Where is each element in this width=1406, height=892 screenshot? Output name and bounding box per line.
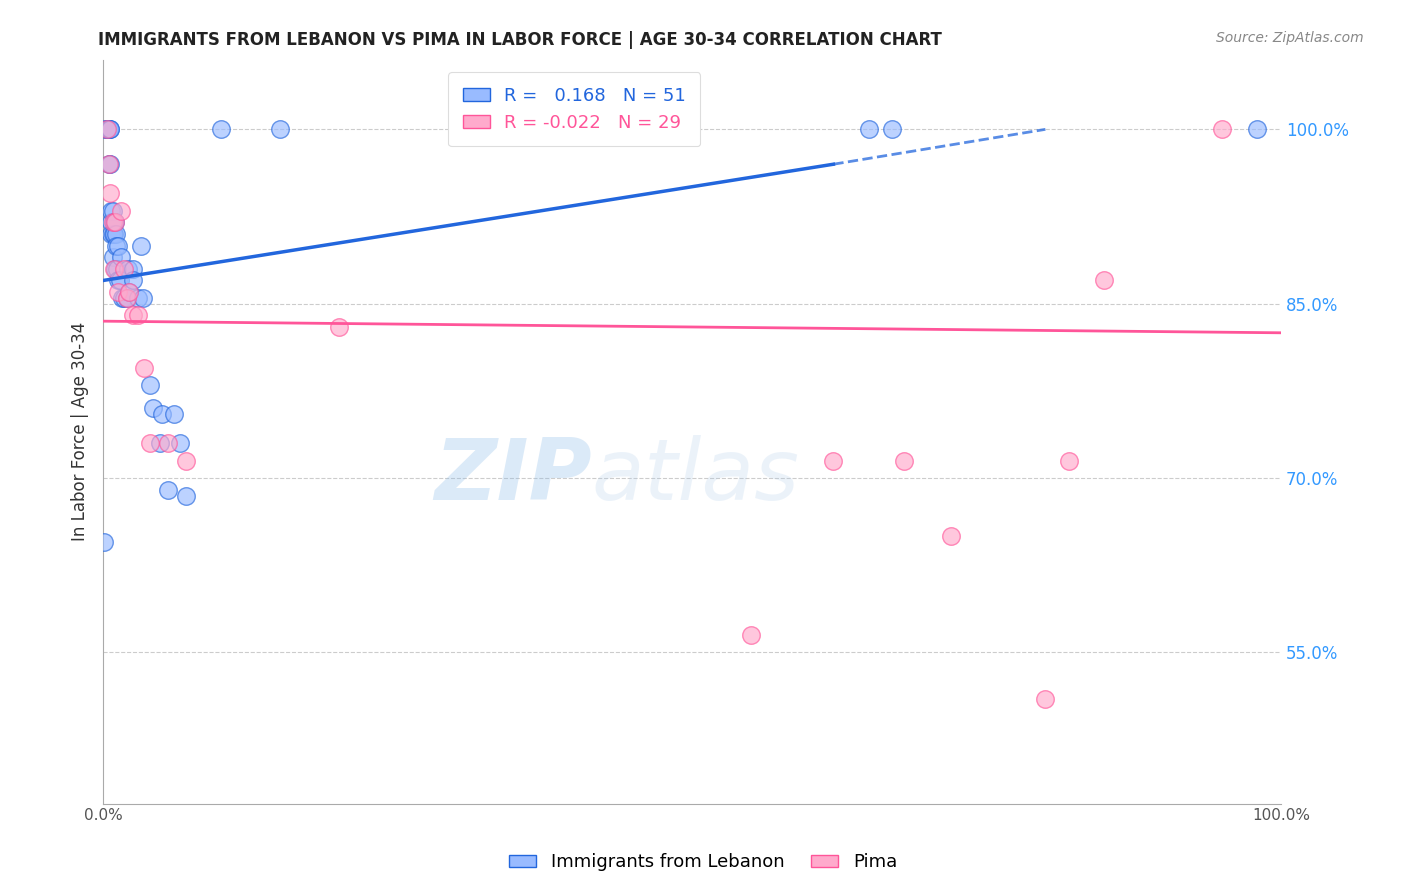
Point [163,407,186,421]
Point [98,186,121,201]
Point [111,291,134,305]
Point [104,215,127,229]
Point [1211,122,1233,136]
Point [103,227,125,241]
Point [149,436,172,450]
Point [103,261,125,276]
Point [108,273,131,287]
Point [269,122,291,136]
Point [97,122,120,136]
Point [105,227,128,241]
Point [98,122,121,136]
Point [174,453,197,467]
Point [112,261,135,276]
Point [100,203,122,218]
Point [139,378,162,392]
Point [858,122,880,136]
Point [105,261,128,276]
Point [107,285,129,299]
Point [328,320,350,334]
Point [174,489,197,503]
Point [110,250,132,264]
Point [117,261,139,276]
Point [94,122,117,136]
Point [103,215,125,229]
Point [93,535,115,549]
Point [96,122,118,136]
Point [98,122,121,136]
Point [1092,273,1115,287]
Point [150,407,173,421]
Point [134,360,156,375]
Point [209,122,232,136]
Point [110,203,132,218]
Point [98,122,121,136]
Legend: R =   0.168   N = 51, R = -0.022   N = 29: R = 0.168 N = 51, R = -0.022 N = 29 [449,72,700,146]
Point [121,273,143,287]
Point [129,238,152,252]
Point [100,215,122,229]
Point [104,215,127,229]
Point [107,273,129,287]
Point [104,261,127,276]
Point [96,122,118,136]
Point [115,291,138,305]
Point [97,122,120,136]
Point [101,227,124,241]
Point [118,285,141,299]
Point [740,628,762,642]
Point [121,261,143,276]
Point [127,291,149,305]
Legend: Immigrants from Lebanon, Pima: Immigrants from Lebanon, Pima [502,847,904,879]
Point [115,291,138,305]
Text: ZIP: ZIP [434,434,592,517]
Point [98,157,121,171]
Point [169,436,191,450]
Text: atlas: atlas [592,434,800,517]
Point [142,401,165,416]
Y-axis label: In Labor Force | Age 30-34: In Labor Force | Age 30-34 [72,322,89,541]
Point [882,122,904,136]
Point [823,453,845,467]
Point [101,215,124,229]
Point [121,309,143,323]
Point [1057,453,1080,467]
Point [100,227,122,241]
Point [1035,692,1057,706]
Point [98,157,121,171]
Text: Source: ZipAtlas.com: Source: ZipAtlas.com [1216,31,1364,45]
Point [98,157,121,171]
Point [1246,122,1268,136]
Point [105,238,128,252]
Point [112,291,135,305]
Point [107,238,129,252]
Point [941,529,963,543]
Point [127,309,149,323]
Point [156,436,179,450]
Point [96,122,118,136]
Point [139,436,162,450]
Point [101,250,124,264]
Point [101,203,124,218]
Point [118,285,141,299]
Point [893,453,915,467]
Point [132,291,155,305]
Point [156,483,179,497]
Text: IMMIGRANTS FROM LEBANON VS PIMA IN LABOR FORCE | AGE 30-34 CORRELATION CHART: IMMIGRANTS FROM LEBANON VS PIMA IN LABOR… [98,31,942,49]
